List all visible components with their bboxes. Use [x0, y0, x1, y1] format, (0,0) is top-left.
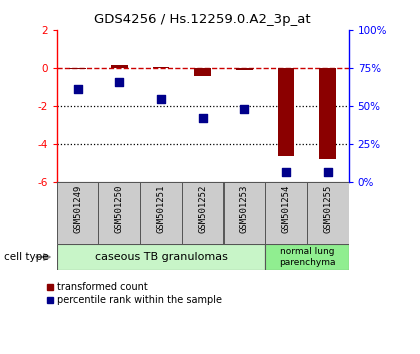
Bar [307, 182, 349, 244]
Point [116, 79, 123, 85]
Bar [152, 67, 169, 68]
Title: GDS4256 / Hs.12259.0.A2_3p_at: GDS4256 / Hs.12259.0.A2_3p_at [94, 13, 311, 26]
Bar [278, 68, 294, 156]
Text: GSM501253: GSM501253 [240, 185, 249, 233]
Text: GSM501250: GSM501250 [115, 185, 124, 233]
Text: caseous TB granulomas: caseous TB granulomas [94, 252, 227, 262]
Legend: transformed count, percentile rank within the sample: transformed count, percentile rank withi… [43, 279, 226, 309]
Bar [57, 244, 265, 270]
Bar [98, 182, 140, 244]
Bar [69, 68, 86, 69]
Text: GSM501251: GSM501251 [156, 185, 165, 233]
Point [241, 107, 248, 112]
Bar [194, 68, 211, 76]
Bar [223, 182, 265, 244]
Bar [265, 244, 349, 270]
Bar [320, 68, 336, 159]
Point [158, 96, 164, 101]
Point [200, 115, 206, 121]
Text: cell type: cell type [4, 252, 49, 262]
Text: GSM501254: GSM501254 [281, 185, 291, 233]
Point [283, 169, 289, 175]
Bar [236, 68, 253, 70]
Text: GSM501255: GSM501255 [323, 185, 332, 233]
Bar [265, 182, 307, 244]
Text: normal lung
parenchyma: normal lung parenchyma [278, 247, 335, 267]
Text: GSM501249: GSM501249 [73, 185, 82, 233]
Bar [182, 182, 223, 244]
Bar [111, 65, 128, 68]
Point [324, 169, 331, 175]
Bar [140, 182, 182, 244]
Point [74, 87, 81, 92]
Text: GSM501252: GSM501252 [198, 185, 207, 233]
Bar [57, 182, 98, 244]
